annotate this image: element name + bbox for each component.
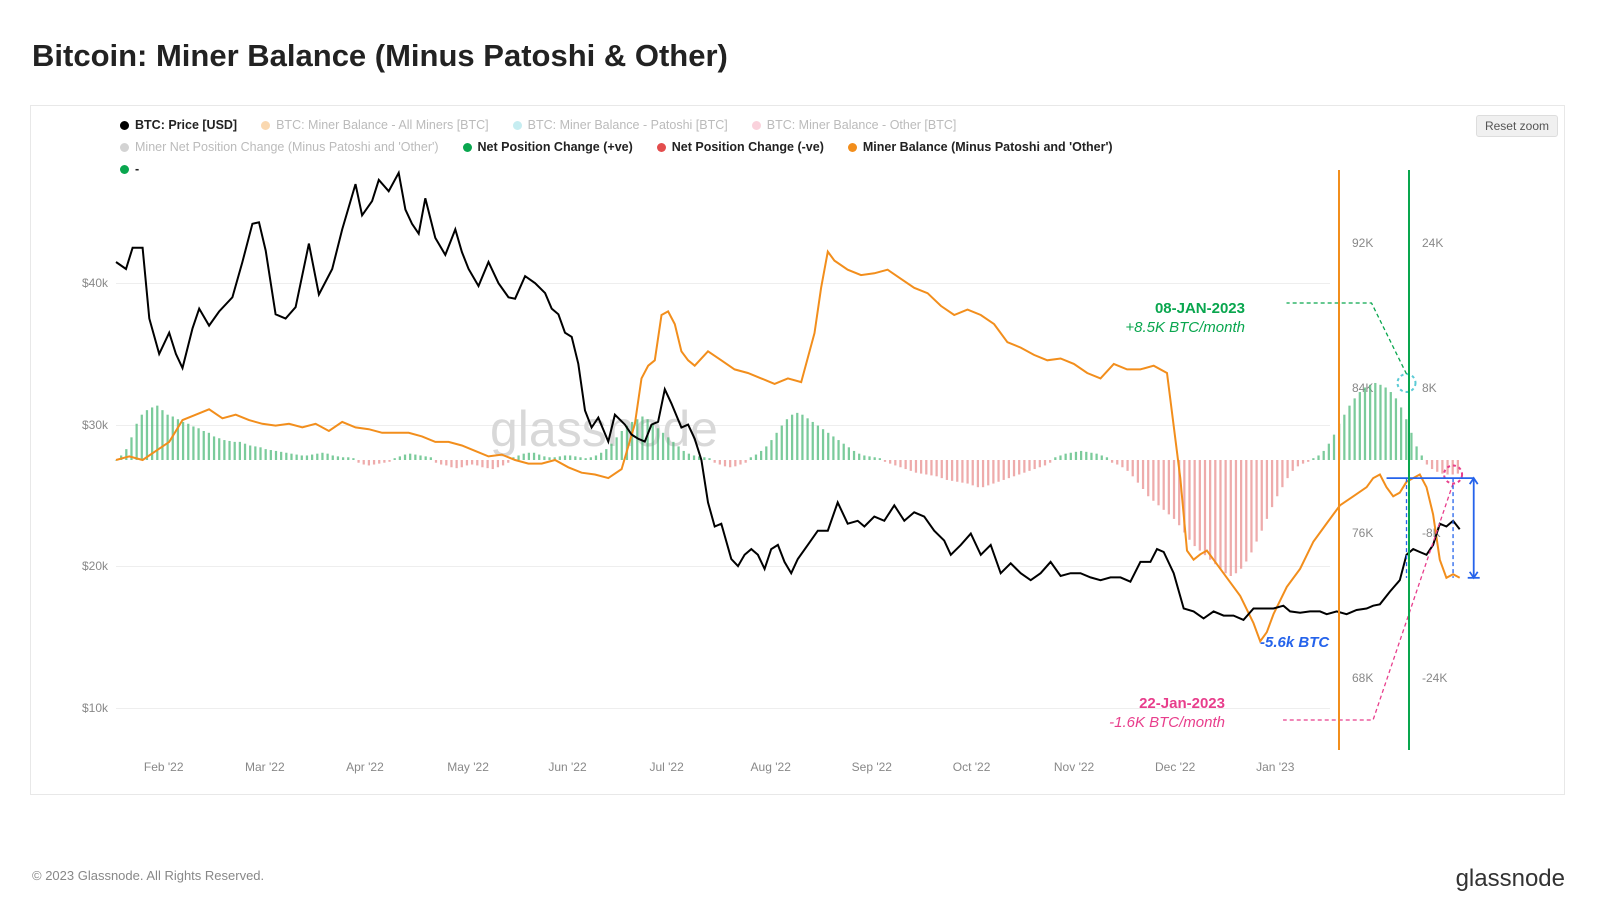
annotation-pink: 22-Jan-2023 -1.6K BTC/month xyxy=(1109,695,1225,733)
brand-logo: glassnode xyxy=(1456,865,1565,893)
legend-label: BTC: Price [USD] xyxy=(135,118,237,132)
x-tick: Jan '23 xyxy=(1256,760,1294,774)
y-right2-tick: 8K xyxy=(1422,381,1437,395)
annotation-blue: -5.6k BTC xyxy=(1260,634,1329,653)
legend-dot xyxy=(120,143,129,152)
legend-label: BTC: Miner Balance - Other [BTC] xyxy=(767,118,957,132)
annotation-green-date: 08-JAN-2023 xyxy=(1125,300,1245,319)
legend: BTC: Price [USD] BTC: Miner Balance - All… xyxy=(120,118,1120,176)
legend-dot xyxy=(657,143,666,152)
legend-item[interactable]: Net Position Change (+ve) xyxy=(463,140,633,154)
chart-plot xyxy=(116,170,1330,750)
x-tick: Oct '22 xyxy=(953,760,991,774)
x-tick: May '22 xyxy=(447,760,489,774)
legend-item[interactable]: Net Position Change (-ve) xyxy=(657,140,824,154)
legend-item[interactable]: Miner Balance (Minus Patoshi and 'Other'… xyxy=(848,140,1113,154)
y-left-tick: $10k xyxy=(82,701,108,715)
right-axis-line-balance xyxy=(1338,170,1340,750)
legend-item[interactable]: BTC: Miner Balance - Other [BTC] xyxy=(752,118,957,132)
legend-label: BTC: Miner Balance - All Miners [BTC] xyxy=(276,118,489,132)
legend-item[interactable]: BTC: Price [USD] xyxy=(120,118,237,132)
legend-dot xyxy=(261,121,270,130)
x-tick: Mar '22 xyxy=(245,760,285,774)
legend-label: Miner Balance (Minus Patoshi and 'Other'… xyxy=(863,140,1113,154)
annotation-green-value: +8.5K BTC/month xyxy=(1125,319,1245,338)
legend-label: Net Position Change (+ve) xyxy=(478,140,633,154)
x-tick: Aug '22 xyxy=(751,760,791,774)
x-tick: Nov '22 xyxy=(1054,760,1094,774)
chart-title: Bitcoin: Miner Balance (Minus Patoshi & … xyxy=(32,38,728,74)
x-tick: Feb '22 xyxy=(144,760,184,774)
y-left-tick: $20k xyxy=(82,559,108,573)
right-axis-line-netchange xyxy=(1408,170,1410,750)
annotation-pink-date: 22-Jan-2023 xyxy=(1109,695,1225,714)
y-right1-tick: 76K xyxy=(1352,526,1373,540)
x-tick: Dec '22 xyxy=(1155,760,1195,774)
y-right1-tick: 92K xyxy=(1352,236,1373,250)
annotation-blue-value: -5.6k BTC xyxy=(1260,634,1329,651)
legend-dot xyxy=(120,121,129,130)
x-tick: Sep '22 xyxy=(852,760,892,774)
legend-item[interactable]: BTC: Miner Balance - All Miners [BTC] xyxy=(261,118,489,132)
legend-dot xyxy=(463,143,472,152)
y-left-tick: $40k xyxy=(82,276,108,290)
legend-label: Net Position Change (-ve) xyxy=(672,140,824,154)
y-right2-tick: 24K xyxy=(1422,236,1443,250)
y-left-tick: $30k xyxy=(82,418,108,432)
annotation-pink-value: -1.6K BTC/month xyxy=(1109,714,1225,733)
legend-label: BTC: Miner Balance - Patoshi [BTC] xyxy=(528,118,728,132)
reset-zoom-button[interactable]: Reset zoom xyxy=(1476,115,1558,137)
legend-item[interactable]: Miner Net Position Change (Minus Patoshi… xyxy=(120,140,439,154)
x-tick: Apr '22 xyxy=(346,760,384,774)
x-tick: Jul '22 xyxy=(649,760,683,774)
copyright: © 2023 Glassnode. All Rights Reserved. xyxy=(32,868,264,883)
annotation-green: 08-JAN-2023 +8.5K BTC/month xyxy=(1125,300,1245,338)
legend-dot xyxy=(752,121,761,130)
legend-item[interactable]: BTC: Miner Balance - Patoshi [BTC] xyxy=(513,118,728,132)
y-right2-tick: -24K xyxy=(1422,671,1447,685)
legend-label: Miner Net Position Change (Minus Patoshi… xyxy=(135,140,439,154)
legend-dot xyxy=(513,121,522,130)
x-tick: Jun '22 xyxy=(548,760,586,774)
legend-dot xyxy=(848,143,857,152)
y-right1-tick: 68K xyxy=(1352,671,1373,685)
